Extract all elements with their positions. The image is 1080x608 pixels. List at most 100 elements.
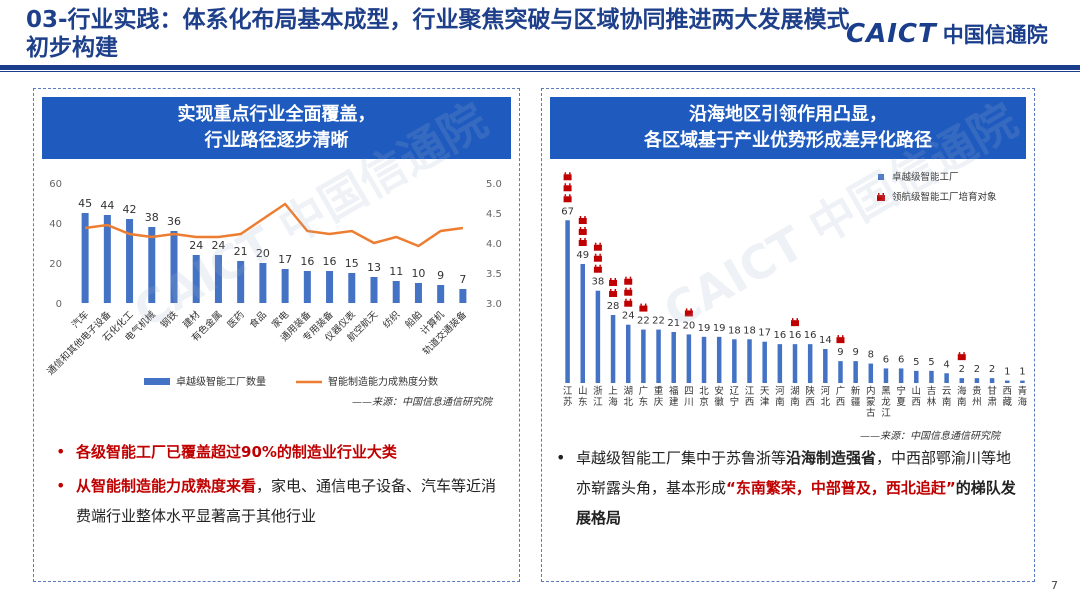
bar-value-label: 9 xyxy=(852,347,858,358)
bar-value-label: 18 xyxy=(728,325,741,336)
x-tick-label: 西 xyxy=(912,397,922,408)
title-divider-thin xyxy=(0,71,1080,72)
bar xyxy=(595,290,601,383)
x-tick-label: 湖 xyxy=(623,386,633,397)
y-tick-label: 40 xyxy=(49,219,62,230)
flag-icon xyxy=(629,298,632,301)
region-bullet: • 卓越级智能工厂集中于苏鲁浙等沿海制造强省，中西部鄂渝川等地亦崭露头角，基本形… xyxy=(556,443,1022,533)
x-tick-label: 广 xyxy=(639,385,649,397)
flag-icon xyxy=(564,194,567,197)
bar-value-label: 24 xyxy=(189,239,203,252)
title-divider xyxy=(0,65,1080,70)
flag-icon xyxy=(639,305,648,312)
flag-icon xyxy=(614,278,617,280)
bar xyxy=(610,315,616,383)
maturity-line xyxy=(84,202,464,248)
bar-value-label: 16 xyxy=(804,330,817,341)
bar xyxy=(565,220,570,383)
flag-icon xyxy=(624,289,633,296)
bar-value-label: 42 xyxy=(123,203,137,216)
bar-value-label: 6 xyxy=(898,354,904,365)
x-tick-label: 上 xyxy=(608,386,618,397)
x-tick-label: 江 xyxy=(745,386,755,397)
y-tick-label: 60 xyxy=(49,179,62,190)
bar xyxy=(823,349,828,383)
x-tick-label: 北 xyxy=(699,386,709,397)
flag-icon xyxy=(564,183,567,186)
x-tick-label: 浙 xyxy=(593,385,603,397)
x-tick-label: 福 xyxy=(669,385,679,397)
flag-icon xyxy=(569,172,571,175)
x-tick-label: 天 xyxy=(760,386,770,397)
bar xyxy=(974,378,980,383)
flag-icon xyxy=(594,264,597,267)
bar xyxy=(392,281,400,303)
flag-icon xyxy=(690,308,692,311)
bar xyxy=(883,368,889,383)
page-number: 7 xyxy=(1051,579,1058,592)
bar-value-label: 19 xyxy=(713,323,726,334)
y2-tick-label: 4.0 xyxy=(486,239,502,250)
x-tick-label: 龙 xyxy=(881,396,891,408)
bar xyxy=(625,324,631,383)
bar xyxy=(81,213,89,303)
flag-icon xyxy=(593,255,602,262)
region-bullet-p1: 卓越级智能工厂集中于苏鲁浙等 xyxy=(576,449,787,467)
x-tick-label: 吉 xyxy=(927,386,937,397)
flag-icon xyxy=(563,185,572,192)
y2-tick-label: 3.0 xyxy=(486,299,502,310)
bar xyxy=(192,255,200,303)
flag-icon xyxy=(578,218,587,224)
y-tick-label: 0 xyxy=(56,299,62,310)
bar xyxy=(326,271,334,303)
flag-icon xyxy=(593,244,602,251)
flag-icon xyxy=(579,227,582,229)
x-tick-label: 纺织 xyxy=(380,309,402,331)
x-tick-label: 肃 xyxy=(987,396,997,408)
bar-value-label: 17 xyxy=(278,253,292,266)
bar-value-label: 16 xyxy=(323,255,337,268)
legend-line-label: 智能制造能力成熟度分数 xyxy=(328,375,438,388)
region-chart: 67江苏49山东38浙江28上海24湖北22广东22重庆21福建20四川19北京… xyxy=(561,171,1028,419)
x-tick-label: 新 xyxy=(851,385,861,397)
bar xyxy=(237,261,245,303)
flag-icon xyxy=(578,240,587,246)
bar xyxy=(898,368,904,383)
bar-value-label: 21 xyxy=(667,318,680,329)
x-tick-label: 州 xyxy=(972,397,982,408)
bar-value-label: 6 xyxy=(883,354,889,365)
flag-icon xyxy=(625,298,627,301)
bar xyxy=(103,215,111,303)
x-tick-label: 河 xyxy=(775,385,785,397)
x-tick-label: 南 xyxy=(942,396,952,408)
x-tick-label: 海 xyxy=(1018,396,1028,408)
x-tick-label: 林 xyxy=(927,396,937,408)
flag-icon xyxy=(579,238,582,240)
flag-icon xyxy=(563,196,572,203)
bar xyxy=(989,378,995,383)
bullet-1-red: 各级智能工厂已覆盖超过90%的制造业行业大类 xyxy=(76,443,397,461)
flag-icon xyxy=(599,242,601,245)
x-tick-label: 西 xyxy=(745,397,755,408)
bar-value-label: 20 xyxy=(256,247,270,260)
region-bullet-p2: ，中西部鄂渝川等地亦崭露头角，基本形成 xyxy=(576,449,1012,497)
flag-icon xyxy=(563,174,572,181)
y2-tick-label: 3.5 xyxy=(486,269,502,280)
x-tick-label: 川 xyxy=(684,397,694,408)
bar xyxy=(170,231,178,303)
x-tick-label: 海 xyxy=(957,385,967,397)
x-tick-label: 北 xyxy=(623,397,633,408)
bar xyxy=(747,339,752,383)
bar-value-label: 16 xyxy=(300,255,314,268)
x-tick-label: 藏 xyxy=(1003,396,1013,408)
bar-value-label: 22 xyxy=(652,316,665,327)
bar xyxy=(148,227,156,303)
logo-caict-text: CAICT xyxy=(846,19,937,49)
bar-value-label: 1 xyxy=(1004,367,1010,378)
flag-icon xyxy=(584,238,586,240)
bar-value-label: 21 xyxy=(234,245,248,258)
x-tick-label: 夏 xyxy=(896,397,906,408)
bar-value-label: 15 xyxy=(345,257,359,270)
bar xyxy=(914,370,919,383)
bar xyxy=(656,329,661,383)
